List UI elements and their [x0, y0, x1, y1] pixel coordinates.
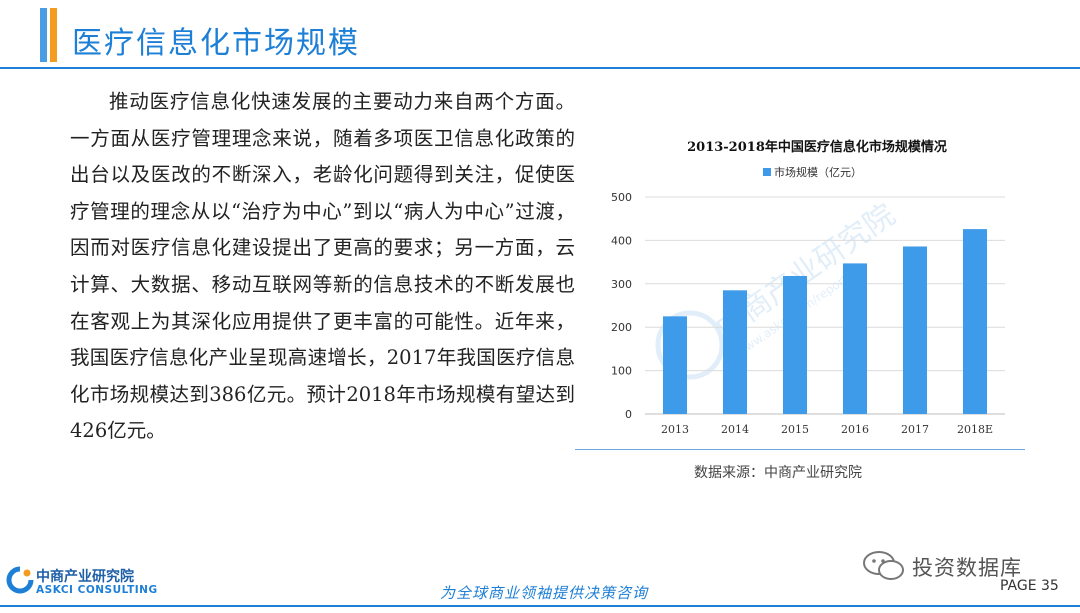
slogan: 为全球商业领袖提供决策咨询	[440, 584, 649, 602]
footer-divider	[0, 605, 1080, 607]
bar-2016	[843, 263, 867, 414]
watermark-logo-icon	[655, 310, 725, 380]
x-tick-label: 2013	[661, 423, 689, 436]
title-divider	[0, 67, 1080, 69]
bar-2013	[663, 316, 687, 414]
x-axis: 2013 2014 2015 2016 2017 2018E	[661, 423, 993, 436]
legend-swatch	[763, 168, 771, 176]
source-note: 数据来源：中商产业研究院	[694, 465, 862, 481]
page-title: 医疗信息化市场规模	[72, 26, 360, 61]
x-tick-label: 2018E	[957, 423, 993, 436]
title-bar: 医疗信息化市场规模	[0, 8, 1080, 69]
bars	[663, 229, 987, 414]
y-tick-label: 300	[611, 278, 632, 291]
title-accent-orange	[50, 8, 57, 62]
bar-2015	[783, 275, 807, 414]
bar-2018E	[963, 229, 987, 414]
logo-name-cn: 中商产业研究院	[36, 569, 134, 585]
page-number: PAGE 35	[1000, 578, 1059, 594]
wechat-icon	[863, 551, 904, 580]
y-tick-label: 500	[611, 191, 632, 204]
x-tick-label: 2016	[841, 423, 869, 436]
logo-name-en: ASKCI CONSULTING	[36, 584, 158, 596]
y-tick-label: 0	[625, 408, 632, 421]
title-accent-blue	[40, 8, 47, 62]
chart-title: 2013-2018年中国医疗信息化市场规模情况	[687, 139, 947, 155]
body-paragraph: 推动医疗信息化快速发展的主要动力来自两个方面。一方面从医疗管理理念来说，随着多项…	[70, 90, 575, 443]
chart-svg: 2013-2018年中国医疗信息化市场规模情况 市场规模（亿元） 中商产业研究院…	[611, 139, 1005, 436]
bar-2014	[723, 290, 747, 414]
chart-grid	[645, 196, 1005, 415]
y-tick-label: 400	[611, 234, 632, 247]
wechat-account-name: 投资数据库	[912, 556, 1022, 580]
y-tick-label: 100	[611, 365, 632, 378]
source-divider	[575, 449, 1025, 450]
y-axis: 0 100 200 300 400 500	[611, 191, 632, 421]
x-tick-label: 2014	[721, 423, 749, 436]
y-tick-label: 200	[611, 321, 632, 334]
x-tick-label: 2015	[781, 423, 809, 436]
bar-2017	[903, 246, 927, 414]
bar-chart: 2013-2018年中国医疗信息化市场规模情况 市场规模（亿元） 中商产业研究院…	[575, 125, 1025, 465]
legend-label: 市场规模（亿元）	[774, 165, 862, 179]
askci-logo-icon	[6, 566, 34, 594]
chart-legend: 市场规模（亿元）	[763, 165, 862, 179]
x-tick-label: 2017	[901, 423, 929, 436]
